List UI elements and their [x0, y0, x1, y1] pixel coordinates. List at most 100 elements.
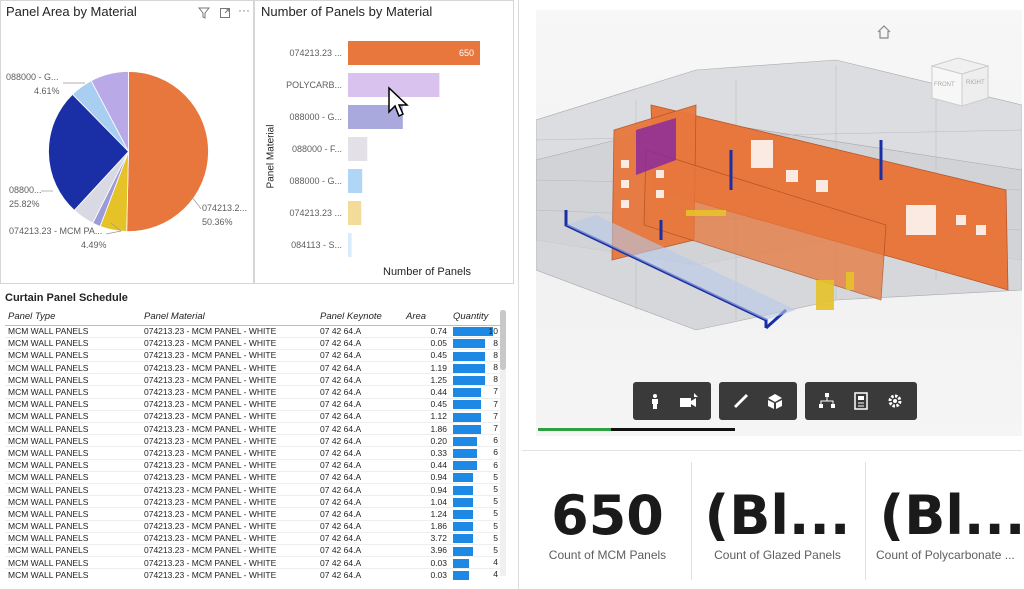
cell-area: 3.72 — [403, 532, 450, 545]
table-row[interactable]: MCM WALL PANELS 074213.23 - MCM PANEL - W… — [5, 385, 500, 399]
bar[interactable] — [348, 105, 403, 129]
more-options-icon[interactable]: ··· — [238, 3, 250, 17]
table-row[interactable]: MCM WALL PANELS 074213.23 - MCM PANEL - W… — [5, 507, 500, 521]
cell-area: 1.19 — [403, 361, 450, 375]
table-row[interactable]: MCM WALL PANELS 074213.23 - MCM PANEL - W… — [5, 532, 500, 545]
explode-button[interactable] — [761, 387, 789, 415]
table-row[interactable]: MCM WALL PANELS 074213.23 - MCM PANEL - W… — [5, 495, 500, 509]
focus-mode-icon[interactable] — [219, 6, 231, 18]
table-row[interactable]: MCM WALL PANELS 074213.23 - MCM PANEL - W… — [5, 373, 500, 387]
pie-slice[interactable] — [90, 71, 129, 152]
cell-area: 0.74 — [403, 325, 450, 338]
cell-panel-keynote: 07 42 64.A — [317, 459, 403, 472]
cell-panel-material: 074213.23 - MCM PANEL - WHITE — [141, 385, 317, 399]
view-cube[interactable]: FRONT RIGHT — [928, 52, 992, 108]
quantity-value: 5 — [493, 483, 498, 494]
card-label: Count of Polycarbonate ... — [876, 548, 1015, 562]
table-row[interactable]: MCM WALL PANELS 074213.23 - MCM PANEL - W… — [5, 325, 500, 338]
table-row[interactable]: MCM WALL PANELS 074213.23 - MCM PANEL - W… — [5, 483, 500, 497]
bar[interactable] — [348, 137, 368, 161]
table-row[interactable]: MCM WALL PANELS 074213.23 - MCM PANEL - W… — [5, 398, 500, 411]
filter-icon[interactable] — [197, 6, 211, 19]
cell-panel-material: 074213.23 - MCM PANEL - WHITE — [141, 556, 317, 570]
building-model[interactable] — [536, 10, 1022, 436]
col-area[interactable]: Area — [403, 308, 450, 326]
view-cube-right[interactable]: RIGHT — [966, 80, 985, 86]
table-row[interactable]: MCM WALL PANELS 074213.23 - MCM PANEL - W… — [5, 349, 500, 363]
cell-quantity: 5 — [450, 495, 500, 509]
bar-category-label: 088000 - G... — [289, 176, 342, 186]
camera-button[interactable] — [675, 387, 703, 415]
bar[interactable] — [348, 41, 480, 65]
quantity-bar — [453, 449, 477, 459]
cell-quantity: 4 — [450, 556, 500, 570]
cell-panel-material: 074213.23 - MCM PANEL - WHITE — [141, 483, 317, 497]
card-glazed-panels[interactable]: (Bl... Count of Glazed Panels — [695, 460, 860, 582]
model-browser-button[interactable] — [813, 387, 841, 415]
quantity-value: 5 — [493, 520, 498, 531]
col-quantity[interactable]: Quantity — [450, 308, 500, 326]
card-mcm-panels[interactable]: 650 Count of MCM Panels — [525, 460, 690, 582]
table-row[interactable]: MCM WALL PANELS 074213.23 - MCM PANEL - W… — [5, 520, 500, 533]
quantity-bar — [453, 436, 477, 446]
col-panel-type[interactable]: Panel Type — [5, 308, 141, 326]
table-row[interactable]: MCM WALL PANELS 074213.23 - MCM PANEL - W… — [5, 459, 500, 472]
mouse-cursor-icon — [388, 86, 409, 118]
table-row[interactable]: MCM WALL PANELS 074213.23 - MCM PANEL - W… — [5, 446, 500, 460]
card-value: 650 — [551, 484, 664, 547]
card-value: (Bl... — [879, 484, 1022, 547]
home-icon[interactable] — [876, 24, 892, 40]
table-row[interactable]: MCM WALL PANELS 074213.23 - MCM PANEL - W… — [5, 471, 500, 484]
cell-panel-type: MCM WALL PANELS — [5, 532, 141, 545]
bar[interactable] — [348, 233, 352, 257]
cell-panel-keynote: 07 42 64.A — [317, 361, 403, 375]
col-panel-keynote[interactable]: Panel Keynote — [317, 308, 403, 326]
bar[interactable] — [348, 169, 363, 193]
measure-button[interactable] — [727, 387, 755, 415]
properties-button[interactable] — [847, 387, 875, 415]
schedule-scrollbar[interactable] — [500, 310, 506, 576]
ruler-icon — [734, 394, 748, 408]
card-polycarbonate-panels[interactable]: (Bl... Count of Polycarbonate ... — [870, 460, 1022, 582]
cell-area: 1.86 — [403, 422, 450, 436]
table-row[interactable]: MCM WALL PANELS 074213.23 - MCM PANEL - W… — [5, 337, 500, 350]
pie-visual[interactable]: Panel Area by Material ··· 088000 - G...… — [0, 0, 254, 284]
table-row[interactable]: MCM WALL PANELS 074213.23 - MCM PANEL - W… — [5, 361, 500, 375]
person-icon — [652, 394, 658, 409]
quantity-bar — [453, 424, 481, 434]
cell-area: 0.33 — [403, 446, 450, 460]
first-person-button[interactable] — [641, 387, 669, 415]
quantity-bar — [453, 363, 485, 373]
table-row[interactable]: MCM WALL PANELS 074213.23 - MCM PANEL - W… — [5, 410, 500, 424]
cell-panel-keynote: 07 42 64.A — [317, 325, 403, 338]
cell-area: 0.45 — [403, 398, 450, 411]
bar-data-label: 650 — [459, 48, 474, 58]
pie-chart[interactable] — [46, 69, 211, 234]
bar-chart[interactable]: 074213.23 ... 650 POLYCARB... 088000 - G...… — [255, 31, 515, 261]
quantity-bar — [453, 388, 481, 398]
cell-panel-type: MCM WALL PANELS — [5, 483, 141, 497]
cell-area: 1.04 — [403, 495, 450, 509]
cell-area: 0.03 — [403, 568, 450, 580]
col-panel-material[interactable]: Panel Material — [141, 308, 317, 326]
table-row[interactable]: MCM WALL PANELS 074213.23 - MCM PANEL - W… — [5, 568, 500, 580]
table-row[interactable]: MCM WALL PANELS 074213.23 - MCM PANEL - W… — [5, 422, 500, 436]
bar[interactable] — [348, 201, 362, 225]
model-viewer[interactable]: FRONT RIGHT — [536, 10, 1022, 436]
pie-label-glazing-name: 088000 - G... — [6, 72, 59, 82]
table-row[interactable]: MCM WALL PANELS 074213.23 - MCM PANEL - W… — [5, 544, 500, 558]
quantity-value: 8 — [493, 337, 498, 348]
view-cube-front[interactable]: FRONT — [934, 82, 955, 88]
cell-panel-material: 074213.23 - MCM PANEL - WHITE — [141, 471, 317, 484]
pie-slice[interactable] — [126, 71, 209, 232]
quantity-bar — [453, 327, 493, 337]
cell-quantity: 5 — [450, 532, 500, 545]
quantity-bar — [453, 534, 473, 544]
schedule-visual[interactable]: Curtain Panel Schedule Panel Type Panel … — [0, 286, 514, 582]
table-row[interactable]: MCM WALL PANELS 074213.23 - MCM PANEL - W… — [5, 434, 500, 448]
cell-panel-keynote: 07 42 64.A — [317, 398, 403, 411]
settings-button[interactable] — [881, 387, 909, 415]
table-row[interactable]: MCM WALL PANELS 074213.23 - MCM PANEL - W… — [5, 556, 500, 570]
bar-visual[interactable]: Number of Panels by Material Panel Mater… — [254, 0, 514, 284]
pie-slice[interactable] — [48, 93, 130, 211]
